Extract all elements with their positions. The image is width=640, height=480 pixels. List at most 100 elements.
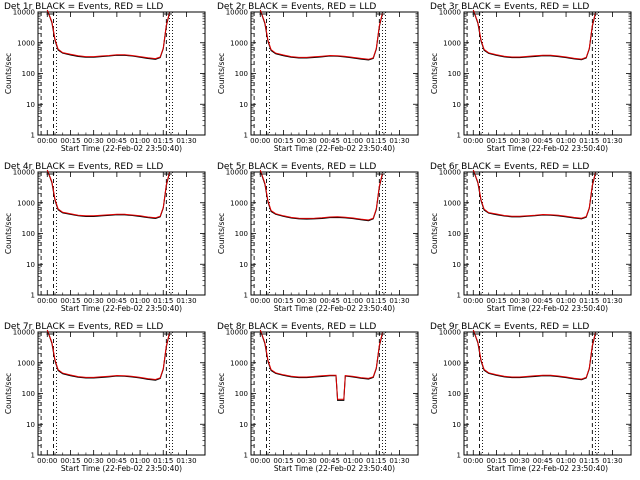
series-line-events [46, 9, 170, 60]
plot-frame [250, 11, 419, 136]
plot-frame [250, 171, 419, 296]
series-line-events [472, 9, 596, 61]
plot-frame [37, 331, 206, 456]
x-tick-label: 00:30 [84, 137, 104, 145]
x-tick-label: 01:30 [602, 457, 622, 465]
x-tick-label: 00:00 [250, 137, 270, 145]
y-tick-label: 100 [235, 230, 248, 238]
plot-frame [463, 171, 632, 296]
x-tick-label: 01:15 [153, 137, 173, 145]
series-line-lld [472, 329, 596, 380]
series-line-lld [46, 9, 170, 60]
detector-panel-5: Det 5r BLACK = Events, RED = LLD 1 10 100 10… [213, 160, 426, 320]
chart-svg: Det 1r BLACK = Events, RED = LLD 1 10 100 10… [4, 2, 206, 153]
x-tick-label: 01:30 [176, 137, 196, 145]
x-tick-label: 00:30 [510, 297, 530, 305]
chart-svg: Det 3r BLACK = Events, RED = LLD 1 10 100 10… [430, 2, 632, 153]
x-tick-label: 01:00 [556, 457, 576, 465]
x-axis-label: Start Time (22-Feb-02 23:50:40) [274, 464, 395, 473]
y-tick-label: 10 [26, 261, 35, 269]
chart-svg: Det 8r BLACK = Events, RED = LLD 1 10 100 10… [217, 322, 419, 473]
x-tick-label: 00:45 [107, 457, 127, 465]
y-tick-label: 100 [448, 230, 461, 238]
x-tick-label: 01:30 [176, 457, 196, 465]
y-tick-label: 1000 [443, 199, 461, 207]
x-tick-label: 00:00 [37, 137, 57, 145]
y-tick-label: 1 [244, 132, 248, 140]
x-tick-label: 00:30 [510, 457, 530, 465]
x-axis-label: Start Time (22-Feb-02 23:50:40) [61, 464, 182, 473]
x-axis-label: Start Time (22-Feb-02 23:50:40) [487, 304, 608, 313]
chart-svg: Det 6r BLACK = Events, RED = LLD 1 10 100 10… [430, 162, 632, 313]
y-axis-label: Counts/sec [4, 373, 13, 414]
x-tick-label: 01:30 [176, 297, 196, 305]
y-tick-label: 100 [448, 390, 461, 398]
y-tick-label: 10 [239, 421, 248, 429]
series-line-events [472, 169, 596, 220]
y-tick-label: 10 [26, 421, 35, 429]
x-tick-label: 01:00 [130, 137, 150, 145]
y-tick-label: 1000 [230, 39, 248, 47]
y-tick-label: 10000 [13, 9, 35, 17]
x-tick-label: 01:00 [556, 297, 576, 305]
x-tick-label: 00:30 [84, 457, 104, 465]
x-tick-label: 00:45 [320, 137, 340, 145]
y-tick-label: 10 [239, 101, 248, 109]
y-tick-label: 10 [239, 261, 248, 269]
series-line-lld [46, 169, 170, 219]
x-axis-label: Start Time (22-Feb-02 23:50:40) [61, 144, 182, 153]
detector-panel-6: Det 6r BLACK = Events, RED = LLD 1 10 100 10… [426, 160, 639, 320]
y-tick-label: 1 [457, 132, 461, 140]
y-tick-label: 1 [31, 292, 35, 300]
x-tick-label: 00:15 [486, 137, 506, 145]
x-tick-label: 00:15 [60, 457, 80, 465]
x-tick-label: 00:00 [37, 457, 57, 465]
series-line-lld [259, 169, 383, 221]
y-tick-label: 10000 [226, 9, 248, 17]
plot-frame [250, 331, 419, 456]
y-tick-label: 1000 [230, 199, 248, 207]
y-tick-label: 10 [26, 101, 35, 109]
y-tick-label: 1 [31, 132, 35, 140]
detector-panel-2: Det 2r BLACK = Events, RED = LLD 1 10 100 10… [213, 0, 426, 160]
plot-frame [463, 331, 632, 456]
y-tick-label: 1 [457, 292, 461, 300]
series-line-lld [472, 9, 596, 60]
series-line-lld [259, 329, 383, 400]
y-axis-label: Counts/sec [217, 373, 226, 414]
x-tick-label: 01:00 [343, 297, 363, 305]
x-axis-label: Start Time (22-Feb-02 23:50:40) [274, 144, 395, 153]
y-tick-label: 1000 [17, 39, 35, 47]
chart-title: Det 1r BLACK = Events, RED = LLD [4, 2, 163, 12]
x-tick-label: 00:15 [60, 297, 80, 305]
x-tick-label: 00:15 [486, 457, 506, 465]
x-tick-label: 00:45 [107, 137, 127, 145]
x-tick-label: 00:15 [273, 137, 293, 145]
x-tick-label: 00:45 [533, 457, 553, 465]
x-tick-label: 01:15 [153, 457, 173, 465]
x-tick-label: 00:45 [320, 457, 340, 465]
y-axis-label: Counts/sec [217, 213, 226, 254]
y-tick-label: 10 [452, 101, 461, 109]
y-tick-label: 100 [22, 390, 35, 398]
x-tick-label: 00:00 [463, 137, 483, 145]
x-tick-label: 01:15 [579, 297, 599, 305]
x-tick-label: 01:15 [366, 457, 386, 465]
y-tick-label: 1000 [17, 359, 35, 367]
series-line-lld [259, 9, 383, 60]
chart-svg: Det 7r BLACK = Events, RED = LLD 1 10 100 10… [4, 322, 206, 473]
x-tick-label: 00:00 [37, 297, 57, 305]
series-line-events [472, 329, 596, 381]
y-tick-label: 10000 [13, 329, 35, 337]
x-axis-label: Start Time (22-Feb-02 23:50:40) [487, 464, 608, 473]
x-tick-label: 01:30 [602, 137, 622, 145]
x-tick-label: 01:15 [366, 297, 386, 305]
chart-svg: Det 4r BLACK = Events, RED = LLD 1 10 100 10… [4, 162, 206, 313]
x-tick-label: 01:30 [389, 137, 409, 145]
chart-title: Det 4r BLACK = Events, RED = LLD [4, 162, 163, 172]
plot-frame [463, 11, 632, 136]
x-tick-label: 00:00 [250, 457, 270, 465]
x-tick-label: 01:00 [130, 297, 150, 305]
y-tick-label: 10000 [226, 329, 248, 337]
y-tick-label: 10 [452, 261, 461, 269]
